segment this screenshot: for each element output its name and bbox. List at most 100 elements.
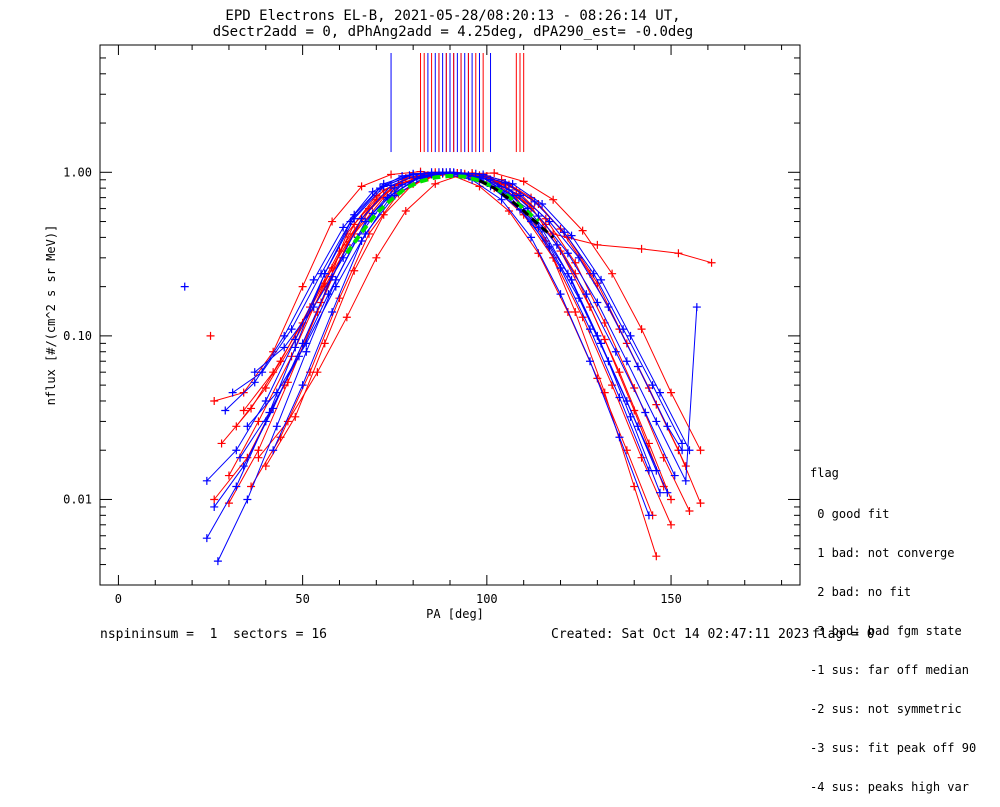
data-point-marker: [578, 226, 587, 235]
data-point-marker: [630, 406, 639, 415]
data-point-marker: [707, 258, 716, 267]
data-point-marker: [217, 439, 226, 448]
data-point-marker: [501, 179, 510, 188]
data-point-marker: [652, 417, 661, 426]
data-point-marker: [667, 388, 676, 397]
data-point-marker: [622, 396, 631, 405]
series-line: [250, 172, 690, 512]
data-point-marker: [586, 357, 594, 366]
series-line: [247, 171, 690, 451]
data-point-marker: [427, 170, 436, 179]
data-point-marker: [250, 378, 259, 387]
data-point-marker: [324, 290, 333, 299]
data-point-marker: [232, 446, 241, 455]
data-point-marker: [519, 177, 528, 186]
data-point-marker: [236, 453, 244, 462]
data-point-marker: [644, 439, 653, 448]
data-point-marker: [350, 214, 359, 223]
data-point-marker: [530, 197, 539, 206]
data-point-marker: [202, 534, 211, 543]
data-point-marker: [644, 466, 653, 475]
data-point-marker: [667, 520, 676, 529]
data-point-marker: [637, 453, 646, 462]
data-point-marker: [608, 381, 617, 390]
data-point-marker: [280, 331, 289, 340]
data-point-marker: [597, 275, 606, 284]
data-point-marker: [258, 368, 267, 377]
data-point-marker: [291, 412, 300, 421]
x-tick-label: 50: [295, 592, 309, 606]
data-point-marker: [239, 406, 248, 415]
data-point-marker: [328, 217, 337, 226]
data-point-marker: [593, 331, 602, 340]
series-line: [272, 171, 698, 483]
data-point-marker: [593, 298, 602, 307]
data-point-marker: [508, 179, 517, 188]
data-point-marker: [387, 170, 396, 179]
data-series: [180, 167, 716, 566]
data-point-marker: [648, 381, 657, 390]
data-point-marker: [291, 343, 300, 352]
data-point-marker: [361, 229, 370, 238]
data-point-marker: [357, 237, 366, 246]
data-point-marker: [563, 249, 572, 258]
chart-title-line-1: EPD Electrons EL-B, 2021-05-28/08:20:13 …: [225, 8, 681, 24]
data-point-marker: [221, 406, 230, 415]
series-line: [254, 172, 683, 451]
data-point-marker: [387, 181, 396, 190]
data-point-marker: [630, 482, 639, 491]
y-axis-label: nflux [#/(cm^2 s sr MeV)]: [44, 225, 58, 406]
legend-item: -4 sus: peaks high var: [810, 780, 969, 794]
data-point-marker: [678, 446, 687, 455]
data-point-marker: [328, 307, 337, 316]
legend-item: 1 bad: not converge: [810, 546, 955, 560]
data-point-marker: [681, 476, 690, 485]
data-point-marker: [696, 499, 705, 508]
x-tick-label: 100: [476, 592, 498, 606]
footer-created: Created: Sat Oct 14 02:47:11 2023: [551, 627, 810, 642]
data-point-marker: [357, 182, 366, 191]
data-point-marker: [563, 269, 572, 278]
data-point-marker: [398, 171, 407, 180]
y-tick-label: 1.00: [63, 165, 92, 179]
data-point-marker: [556, 290, 565, 299]
data-point-marker: [206, 331, 215, 340]
data-point-marker: [545, 217, 554, 226]
data-point-marker: [534, 212, 543, 221]
data-point-marker: [416, 169, 425, 178]
data-point-marker: [250, 368, 259, 377]
data-point-marker: [342, 313, 351, 322]
data-point-marker: [615, 393, 624, 402]
axes: 0 50 100 150 0.01 0.10 1.00: [63, 44, 800, 606]
data-point-marker: [538, 200, 547, 208]
legend-item: -1 sus: far off median: [810, 663, 969, 677]
data-point-marker: [298, 381, 307, 390]
data-point-marker: [527, 233, 536, 242]
data-point-marker: [269, 404, 278, 413]
data-point-marker: [574, 294, 583, 303]
data-point-marker: [696, 446, 705, 455]
data-point-marker: [663, 422, 672, 431]
data-point-marker: [224, 471, 233, 480]
data-point-marker: [379, 210, 388, 219]
series-line: [243, 171, 687, 467]
data-point-marker: [357, 214, 366, 223]
data-point-marker: [401, 206, 410, 215]
data-point-marker: [232, 422, 241, 431]
data-point-marker: [604, 303, 613, 312]
series-line: [265, 172, 701, 504]
data-point-marker: [280, 343, 289, 352]
data-point-marker: [637, 244, 646, 253]
data-point-marker: [254, 453, 263, 462]
legend-item: 0 good fit: [810, 507, 890, 521]
data-point-marker: [368, 187, 377, 196]
data-point-marker: [243, 422, 252, 431]
series-line: [213, 171, 657, 508]
pitch-angle-chart: 0 50 100 150 0.01 0.10 1.00 PA [deg] nflux [#/…: [44, 44, 801, 621]
data-point-marker: [339, 223, 348, 232]
fit-curves: [345, 173, 555, 255]
x-tick-label: 150: [660, 592, 682, 606]
y-tick-label: 0.01: [63, 492, 92, 506]
data-point-marker: [309, 275, 318, 284]
black-fit-curve: [478, 179, 555, 239]
